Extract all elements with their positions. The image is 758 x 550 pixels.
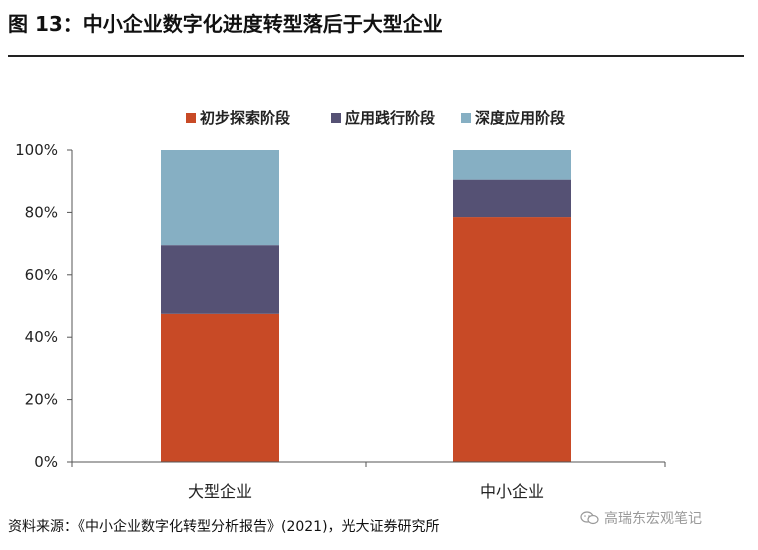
title-divider <box>8 55 744 57</box>
legend-swatch <box>461 113 471 123</box>
legend-label: 应用践行阶段 <box>345 109 435 127</box>
legend-label: 初步探索阶段 <box>200 109 290 127</box>
chart-title: 图 13：中小企业数字化进度转型落后于大型企业 <box>8 12 443 36</box>
y-tick-label: 40% <box>25 328 58 346</box>
legend-swatch <box>186 113 196 123</box>
y-tick-label: 80% <box>25 203 58 221</box>
watermark: 高瑞东宏观笔记 <box>580 508 702 528</box>
watermark-text: 高瑞东宏观笔记 <box>604 511 702 527</box>
source-note: 资料来源：《中小企业数字化转型分析报告》(2021)，光大证券研究所 <box>8 519 440 535</box>
bar-segment <box>453 179 571 218</box>
bar-segment <box>453 217 571 462</box>
y-axis: 0% 20% 40% 60% 80% 100% <box>15 141 73 471</box>
bar-segment <box>161 150 279 246</box>
legend-label: 深度应用阶段 <box>475 109 565 127</box>
legend-swatch <box>331 113 341 123</box>
y-tick-label: 60% <box>25 266 58 284</box>
bar-segment <box>161 313 279 462</box>
y-tick-label: 20% <box>25 391 58 409</box>
bar-segment <box>453 150 571 180</box>
x-axis: 大型企业 中小企业 <box>71 461 666 501</box>
y-tick-label: 100% <box>15 141 58 159</box>
y-tick-label: 0% <box>34 453 58 471</box>
x-tick-label: 中小企业 <box>480 482 544 501</box>
bars <box>161 150 571 462</box>
x-tick-label: 大型企业 <box>188 482 252 501</box>
wechat-icon <box>580 511 599 525</box>
legend: 初步探索阶段 应用践行阶段 深度应用阶段 <box>186 109 565 127</box>
bar-segment <box>161 245 279 314</box>
